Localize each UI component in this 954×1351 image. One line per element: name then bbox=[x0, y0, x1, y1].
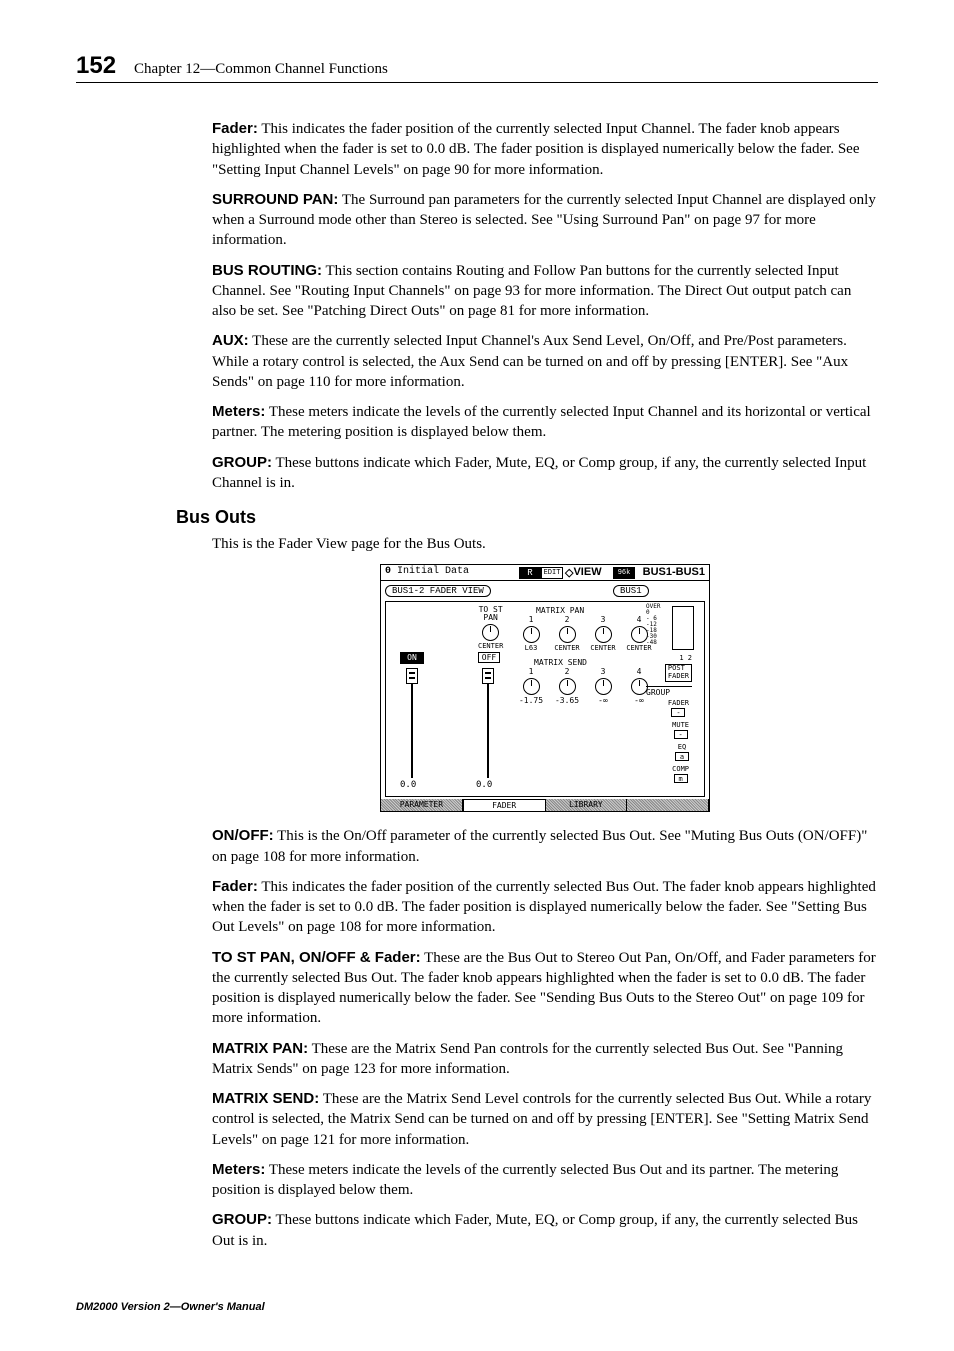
fig-tab: FADER bbox=[463, 799, 546, 811]
fig-matrix-send-knob: 3-∞ bbox=[590, 668, 616, 705]
fig-matrix-pan-label: MATRIX PAN bbox=[536, 606, 584, 615]
subhead-bus-outs: Bus Outs bbox=[176, 507, 878, 528]
definition-text: This is the On/Off parameter of the curr… bbox=[212, 828, 867, 864]
fig-tab: LIBRARY bbox=[546, 799, 628, 811]
definition-text: These buttons indicate which Fader, Mute… bbox=[212, 1212, 858, 1248]
definition-entry: Meters: These meters indicate the levels… bbox=[212, 1160, 878, 1201]
definition-term: GROUP: bbox=[212, 454, 272, 471]
definition-text: These buttons indicate which Fader, Mute… bbox=[212, 455, 866, 491]
fig-matrix-send-knob: 2-3.65 bbox=[554, 668, 580, 705]
fig-fader-1 bbox=[406, 668, 418, 778]
fig-main-area: ON 0.0 TO ST PAN CENTER OFF 0.0 MATRIX P… bbox=[385, 601, 705, 797]
page-number: 152 bbox=[76, 52, 116, 80]
definition-term: ON/OFF: bbox=[212, 827, 274, 844]
page-header: 152 Chapter 12—Common Channel Functions bbox=[76, 52, 878, 83]
definition-entry: GROUP: These buttons indicate which Fade… bbox=[212, 1210, 878, 1251]
fig-r-icon: R bbox=[519, 567, 541, 579]
definition-entry: SURROUND PAN: The Surround pan parameter… bbox=[212, 190, 878, 251]
definition-entry: GROUP: These buttons indicate which Fade… bbox=[212, 453, 878, 494]
fig-subtitle-right: BUS1 bbox=[613, 585, 649, 597]
fig-fader-2-value: 0.0 bbox=[476, 780, 492, 790]
fig-memory-num: 0 Initial Data bbox=[385, 566, 469, 577]
definition-entry: ON/OFF: This is the On/Off parameter of … bbox=[212, 826, 878, 867]
bus-section: ON/OFF: This is the On/Off parameter of … bbox=[212, 826, 878, 1251]
chapter-title: Chapter 12—Common Channel Functions bbox=[134, 61, 388, 78]
definition-entry: MATRIX PAN: These are the Matrix Send Pa… bbox=[212, 1039, 878, 1080]
definition-entry: Fader: This indicates the fader position… bbox=[212, 119, 878, 180]
fig-fader-2 bbox=[482, 668, 494, 778]
definition-text: These meters indicate the levels of the … bbox=[212, 404, 871, 440]
definition-term: Meters: bbox=[212, 403, 265, 420]
definition-entry: AUX: These are the currently selected In… bbox=[212, 331, 878, 392]
definition-text: This indicates the fader position of the… bbox=[212, 879, 876, 936]
definition-term: BUS ROUTING: bbox=[212, 262, 322, 279]
fig-group-label: GROUP bbox=[646, 686, 692, 697]
fig-view-label: ◇VIEW bbox=[565, 566, 602, 578]
definition-term: GROUP: bbox=[212, 1211, 272, 1228]
definition-entry: BUS ROUTING: This section contains Routi… bbox=[212, 261, 878, 322]
fig-subtitle-left: BUS1-2 FADER VIEW bbox=[385, 585, 491, 597]
definition-text: This indicates the fader position of the… bbox=[212, 121, 859, 178]
fig-group-item: EQa bbox=[675, 744, 689, 761]
fig-rate-icon: 96k bbox=[613, 567, 635, 579]
fig-group-item: FADER- bbox=[668, 700, 689, 717]
definition-term: Fader: bbox=[212, 120, 258, 137]
definition-term: MATRIX PAN: bbox=[212, 1040, 308, 1057]
definition-term: TO ST PAN, ON/OFF & Fader: bbox=[212, 949, 421, 966]
fig-matrix-pan-knob: 3CENTER bbox=[590, 616, 616, 652]
definition-entry: TO ST PAN, ON/OFF & Fader: These are the… bbox=[212, 948, 878, 1029]
fig-matrix-pan-knob: 1L63 bbox=[518, 616, 544, 652]
definition-entry: Meters: These meters indicate the levels… bbox=[212, 402, 878, 443]
fig-matrix-send-label: MATRIX SEND bbox=[534, 658, 587, 667]
definition-text: These are the currently selected Input C… bbox=[212, 333, 848, 390]
definition-entry: MATRIX SEND: These are the Matrix Send L… bbox=[212, 1089, 878, 1150]
fig-bus-label: BUS1-BUS1 bbox=[643, 566, 705, 578]
definition-term: Meters: bbox=[212, 1161, 265, 1178]
definition-term: SURROUND PAN: bbox=[212, 191, 338, 208]
fig-group-item: COMPm bbox=[672, 766, 689, 783]
fig-on-button: ON bbox=[400, 652, 424, 664]
fig-meters-section: OVER0- 6-12-18-30-48 1 2 POST FADER GROU… bbox=[646, 604, 698, 646]
definition-term: Fader: bbox=[212, 878, 258, 895]
fig-to-st-pan: TO ST PAN CENTER bbox=[478, 606, 503, 650]
footer-manual-title: DM2000 Version 2—Owner's Manual bbox=[76, 1301, 265, 1313]
fig-tab: PARAMETER bbox=[381, 799, 463, 811]
fig-matrix-send-knob: 1-1.75 bbox=[518, 668, 544, 705]
top-section: Fader: This indicates the fader position… bbox=[212, 119, 878, 493]
fig-tabs: PARAMETERFADERLIBRARY bbox=[381, 799, 709, 811]
fig-fader-1-value: 0.0 bbox=[400, 780, 416, 790]
fig-edit-icon: EDIT bbox=[541, 567, 563, 579]
definition-term: MATRIX SEND: bbox=[212, 1090, 319, 1107]
definition-text: These meters indicate the levels of the … bbox=[212, 1162, 838, 1198]
fig-post-fader-box: POST FADER bbox=[665, 664, 692, 681]
fig-matrix-pan-row: 1L632CENTER3CENTER4CENTER bbox=[518, 616, 652, 652]
fig-off-button: OFF bbox=[478, 652, 500, 663]
definition-term: AUX: bbox=[212, 332, 249, 349]
bus-intro: This is the Fader View page for the Bus … bbox=[212, 534, 878, 554]
fig-group-item: MUTE- bbox=[672, 722, 689, 739]
fig-matrix-send-row: 1-1.752-3.653-∞4-∞ bbox=[518, 668, 652, 705]
fig-matrix-pan-knob: 2CENTER bbox=[554, 616, 580, 652]
fig-tab bbox=[627, 799, 709, 811]
definition-entry: Fader: This indicates the fader position… bbox=[212, 877, 878, 938]
screen-figure: 0 Initial Data R EDIT ◇VIEW 96k BUS1-BUS… bbox=[380, 564, 710, 812]
